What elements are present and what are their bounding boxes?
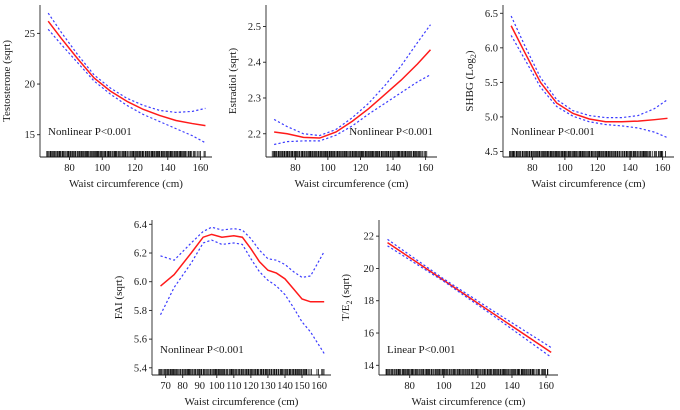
x-tick-label: 160 <box>418 163 434 174</box>
y-tick-label: 5.6 <box>134 335 147 346</box>
y-tick-label: 16 <box>364 329 375 340</box>
x-tick-label: 80 <box>177 381 188 392</box>
x-tick-label: 140 <box>277 381 293 392</box>
fit-line <box>47 20 206 127</box>
rug-marks <box>385 369 549 375</box>
x-tick-label: 160 <box>311 381 327 392</box>
x-tick-label: 80 <box>527 163 538 174</box>
ci-upper-line <box>273 24 431 137</box>
ci-lower-line <box>510 35 668 139</box>
y-tick-label: 6.4 <box>134 220 148 231</box>
x-tick-label: 120 <box>470 381 486 392</box>
fit-line <box>387 241 552 354</box>
x-axis-title: Waist circumference (cm) <box>295 178 409 190</box>
x-axis-title: Waist circumference (cm) <box>69 178 183 190</box>
panel-testosterone: 80 100 120 140 160 15 20 25 Waist circumference … <box>1 5 212 190</box>
x-tick-label: 80 <box>404 381 415 392</box>
ci-lower-line <box>387 245 552 358</box>
x-axis-title: Waist circumference (cm) <box>532 178 646 190</box>
panel-te2: 80 100 120 140 160 14 16 18 20 22 Waist circumfere… <box>340 220 558 408</box>
fit-line <box>510 25 668 123</box>
x-tick-label: 80 <box>64 163 75 174</box>
y-tick-label: 6.2 <box>134 249 147 260</box>
panel-shbg: 80 100 120 140 160 4.5 5.0 5.5 6.0 6.5 Waist circu… <box>464 5 674 190</box>
ci-upper-line <box>160 226 325 279</box>
y-tick-label: 15 <box>25 130 36 141</box>
p-value-annotation: Nonlinear P<0.001 <box>48 126 132 138</box>
y-tick-label: 20 <box>25 80 36 91</box>
x-tick-label: 70 <box>160 381 171 392</box>
rug-marks <box>271 151 428 157</box>
ci-upper-line <box>47 12 206 114</box>
x-tick-label: 100 <box>320 163 336 174</box>
y-tick-label: 5.4 <box>134 363 148 374</box>
x-tick-label: 140 <box>385 163 401 174</box>
panel-estradiol: 80 100 120 140 160 2.2 2.3 2.4 2.5 Waist circumfe… <box>227 5 437 190</box>
x-tick-label: 150 <box>294 381 310 392</box>
x-tick-label: 140 <box>160 163 176 174</box>
ci-lower-line <box>159 239 325 354</box>
x-axis-title: Waist circumference (cm) <box>412 396 526 408</box>
fit-line <box>274 49 432 139</box>
p-value-annotation: Linear P<0.001 <box>387 344 456 356</box>
y-axis-title: T/E2 (sqrt) <box>340 274 354 321</box>
x-tick-label: 130 <box>260 381 276 392</box>
x-tick-label: 120 <box>590 163 606 174</box>
p-value-annotation: Nonlinear P<0.001 <box>160 344 244 356</box>
y-tick-label: 14 <box>364 361 375 372</box>
y-tick-label: 6.0 <box>485 43 498 54</box>
y-axis-title: Estradiol (sqrt) <box>227 48 239 115</box>
y-tick-label: 5.8 <box>134 306 147 317</box>
y-axis-title: Testosterone (sqrt) <box>1 40 13 122</box>
x-axis-title: Waist circumference (cm) <box>185 396 299 408</box>
x-tick-label: 100 <box>557 163 573 174</box>
ci-lower-line <box>47 28 206 144</box>
x-tick-label: 140 <box>622 163 638 174</box>
x-tick-label: 120 <box>127 163 143 174</box>
rug-marks <box>46 151 206 157</box>
y-tick-label: 25 <box>25 29 36 40</box>
y-tick-label: 2.2 <box>248 129 261 140</box>
y-tick-label: 5.5 <box>485 78 498 89</box>
y-tick-label: 5.0 <box>485 112 498 123</box>
x-tick-label: 100 <box>209 381 225 392</box>
y-tick-label: 2.5 <box>248 22 261 33</box>
y-tick-label: 6.0 <box>134 277 147 288</box>
y-tick-label: 4.5 <box>485 147 498 158</box>
x-tick-label: 160 <box>538 381 554 392</box>
p-value-annotation: Nonlinear P<0.001 <box>349 126 433 138</box>
y-tick-label: 20 <box>364 264 375 275</box>
y-tick-label: 2.4 <box>248 58 262 69</box>
y-axis-title: FAI (sqrt) <box>113 275 125 319</box>
panel-fai: 70 80 90 100 110 120 130 140 150 160 5.4 5.6 5.8 6.0 6… <box>113 220 331 408</box>
y-tick-label: 2.3 <box>248 93 261 104</box>
x-tick-label: 90 <box>194 381 205 392</box>
y-axis-title: SHBG (Log2) <box>464 50 478 111</box>
x-tick-label: 120 <box>243 381 259 392</box>
x-tick-label: 120 <box>353 163 369 174</box>
x-tick-label: 100 <box>436 381 452 392</box>
x-tick-label: 100 <box>94 163 110 174</box>
x-tick-label: 140 <box>504 381 520 392</box>
fit-line <box>160 233 325 303</box>
y-tick-label: 18 <box>364 296 375 307</box>
rug-marks <box>509 151 666 157</box>
y-tick-label: 22 <box>364 232 375 243</box>
ci-upper-line <box>510 15 668 119</box>
y-tick-label: 6.5 <box>485 9 498 20</box>
x-tick-label: 80 <box>290 163 301 174</box>
x-tick-label: 160 <box>655 163 671 174</box>
rug-marks <box>158 369 325 375</box>
x-tick-label: 110 <box>226 381 241 392</box>
x-tick-label: 160 <box>193 163 209 174</box>
p-value-annotation: Nonlinear P<0.001 <box>511 126 595 138</box>
ci-upper-line <box>387 238 552 349</box>
